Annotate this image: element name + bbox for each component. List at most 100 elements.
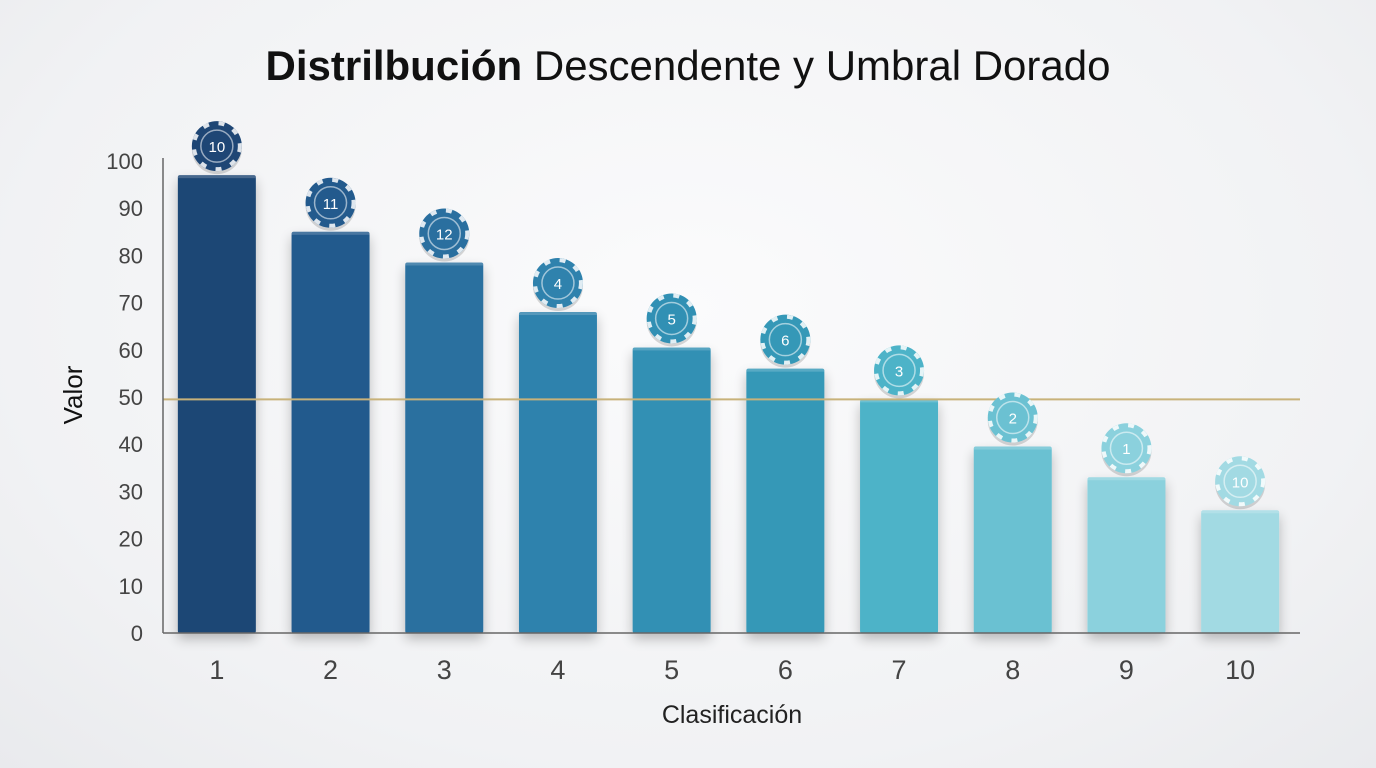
bar-rect — [405, 262, 484, 633]
x-tick-label: 6 — [778, 655, 793, 685]
chip-center — [882, 353, 916, 388]
y-axis-ticks: 0 10 20 30 40 50 60 70 80 90 100 — [106, 149, 143, 646]
bar-rect — [291, 231, 370, 634]
chip-edge-marks — [305, 177, 356, 228]
bar-rect — [1201, 510, 1280, 633]
bar-highlight — [405, 262, 484, 266]
y-tick-label: 30 — [119, 479, 143, 504]
chip: 3 — [874, 345, 925, 399]
chip-center — [313, 186, 348, 220]
x-tick-label: 9 — [1119, 655, 1134, 685]
y-tick-label: 70 — [119, 291, 143, 316]
chart-title-rest: Descendente y Umbral Dorado — [522, 42, 1110, 89]
chip: 10 — [191, 121, 242, 175]
chip-edge-marks — [987, 392, 1038, 443]
bar — [1087, 477, 1166, 633]
bar-rect — [860, 399, 939, 633]
x-tick-label: 2 — [323, 655, 338, 685]
bar-highlight — [291, 231, 370, 235]
y-tick-label: 40 — [119, 432, 143, 457]
chip-label: 3 — [895, 363, 903, 380]
bar-highlight — [632, 347, 711, 351]
chip-label: 4 — [554, 276, 562, 293]
bar-rect — [632, 347, 711, 633]
x-tick-label: 5 — [664, 655, 679, 685]
chip-edge-marks — [1215, 456, 1266, 507]
bar-rect — [1087, 477, 1166, 633]
chip: 1 — [1101, 423, 1152, 477]
bar — [860, 399, 939, 633]
chip-label: 11 — [323, 196, 339, 213]
chip-edge-marks — [191, 121, 242, 172]
bar-highlight — [1087, 477, 1166, 481]
bar-rect — [746, 368, 825, 633]
bar — [746, 368, 825, 633]
bar — [518, 312, 597, 633]
bar — [973, 446, 1052, 633]
bar-highlight — [973, 446, 1052, 450]
x-axis-ticks: 1 2 3 4 5 6 7 8 9 10 — [209, 655, 1255, 685]
chip-label: 5 — [667, 311, 675, 328]
chip-center — [541, 266, 575, 300]
bar-rect — [973, 446, 1052, 633]
chip: 12 — [419, 208, 470, 262]
bar-rect — [177, 175, 256, 633]
chart-title: Distrilbución Descendente y Umbral Dorad… — [266, 42, 1111, 89]
chip-center — [1223, 464, 1257, 499]
bar — [632, 347, 711, 633]
y-tick-label: 50 — [119, 385, 143, 410]
chip-center — [200, 129, 234, 163]
chip-edge-marks — [646, 293, 697, 344]
chip-label: 10 — [209, 139, 226, 156]
x-tick-label: 10 — [1225, 655, 1255, 685]
bar — [405, 262, 484, 633]
bar-highlight — [746, 368, 825, 372]
x-tick-label: 8 — [1005, 655, 1020, 685]
chip-label: 1 — [1122, 441, 1130, 458]
bar-highlight — [518, 312, 597, 316]
chip: 4 — [532, 258, 583, 312]
chip: 5 — [646, 293, 697, 347]
chip-label: 2 — [1009, 411, 1017, 428]
chip-center — [996, 400, 1030, 435]
chip-center — [427, 216, 461, 251]
chip-center — [1109, 431, 1144, 465]
x-tick-label: 1 — [209, 655, 224, 685]
chip-edge-marks — [419, 208, 470, 259]
x-tick-label: 3 — [437, 655, 452, 685]
bar — [177, 175, 256, 633]
chip-edge-marks — [1101, 423, 1152, 474]
bar-highlight — [860, 399, 939, 403]
chart-title-bold: Distrilbución — [266, 42, 523, 89]
chip: 6 — [760, 314, 811, 368]
chip: 11 — [305, 177, 356, 231]
bar — [291, 231, 370, 634]
y-tick-label: 0 — [131, 621, 143, 646]
bar-highlight — [1201, 510, 1280, 514]
chip-label: 10 — [1232, 474, 1249, 491]
y-tick-label: 20 — [119, 527, 143, 552]
chip-edge-marks — [532, 258, 583, 309]
chips: 10 11 12 4 5 6 3 2 1 10 — [191, 121, 1266, 510]
y-tick-label: 60 — [119, 338, 143, 363]
x-axis-label: Clasificación — [662, 701, 802, 729]
bar — [1201, 510, 1280, 633]
chip-edge-marks — [874, 345, 925, 396]
y-tick-label: 10 — [119, 574, 143, 599]
chip-label: 12 — [436, 226, 453, 243]
x-tick-label: 4 — [550, 655, 565, 685]
bars — [177, 175, 1280, 634]
chip-edge-marks — [760, 314, 811, 365]
chip-label: 6 — [781, 333, 789, 350]
y-tick-label: 90 — [119, 196, 143, 221]
chip: 2 — [987, 392, 1038, 446]
bar-rect — [518, 312, 597, 633]
y-tick-label: 100 — [106, 149, 143, 174]
chip-center — [654, 301, 689, 336]
chip: 10 — [1215, 456, 1266, 510]
y-tick-label: 80 — [119, 243, 143, 268]
chip-center — [768, 322, 803, 357]
x-tick-label: 7 — [892, 655, 907, 685]
y-axis-label: Valor — [58, 365, 88, 424]
